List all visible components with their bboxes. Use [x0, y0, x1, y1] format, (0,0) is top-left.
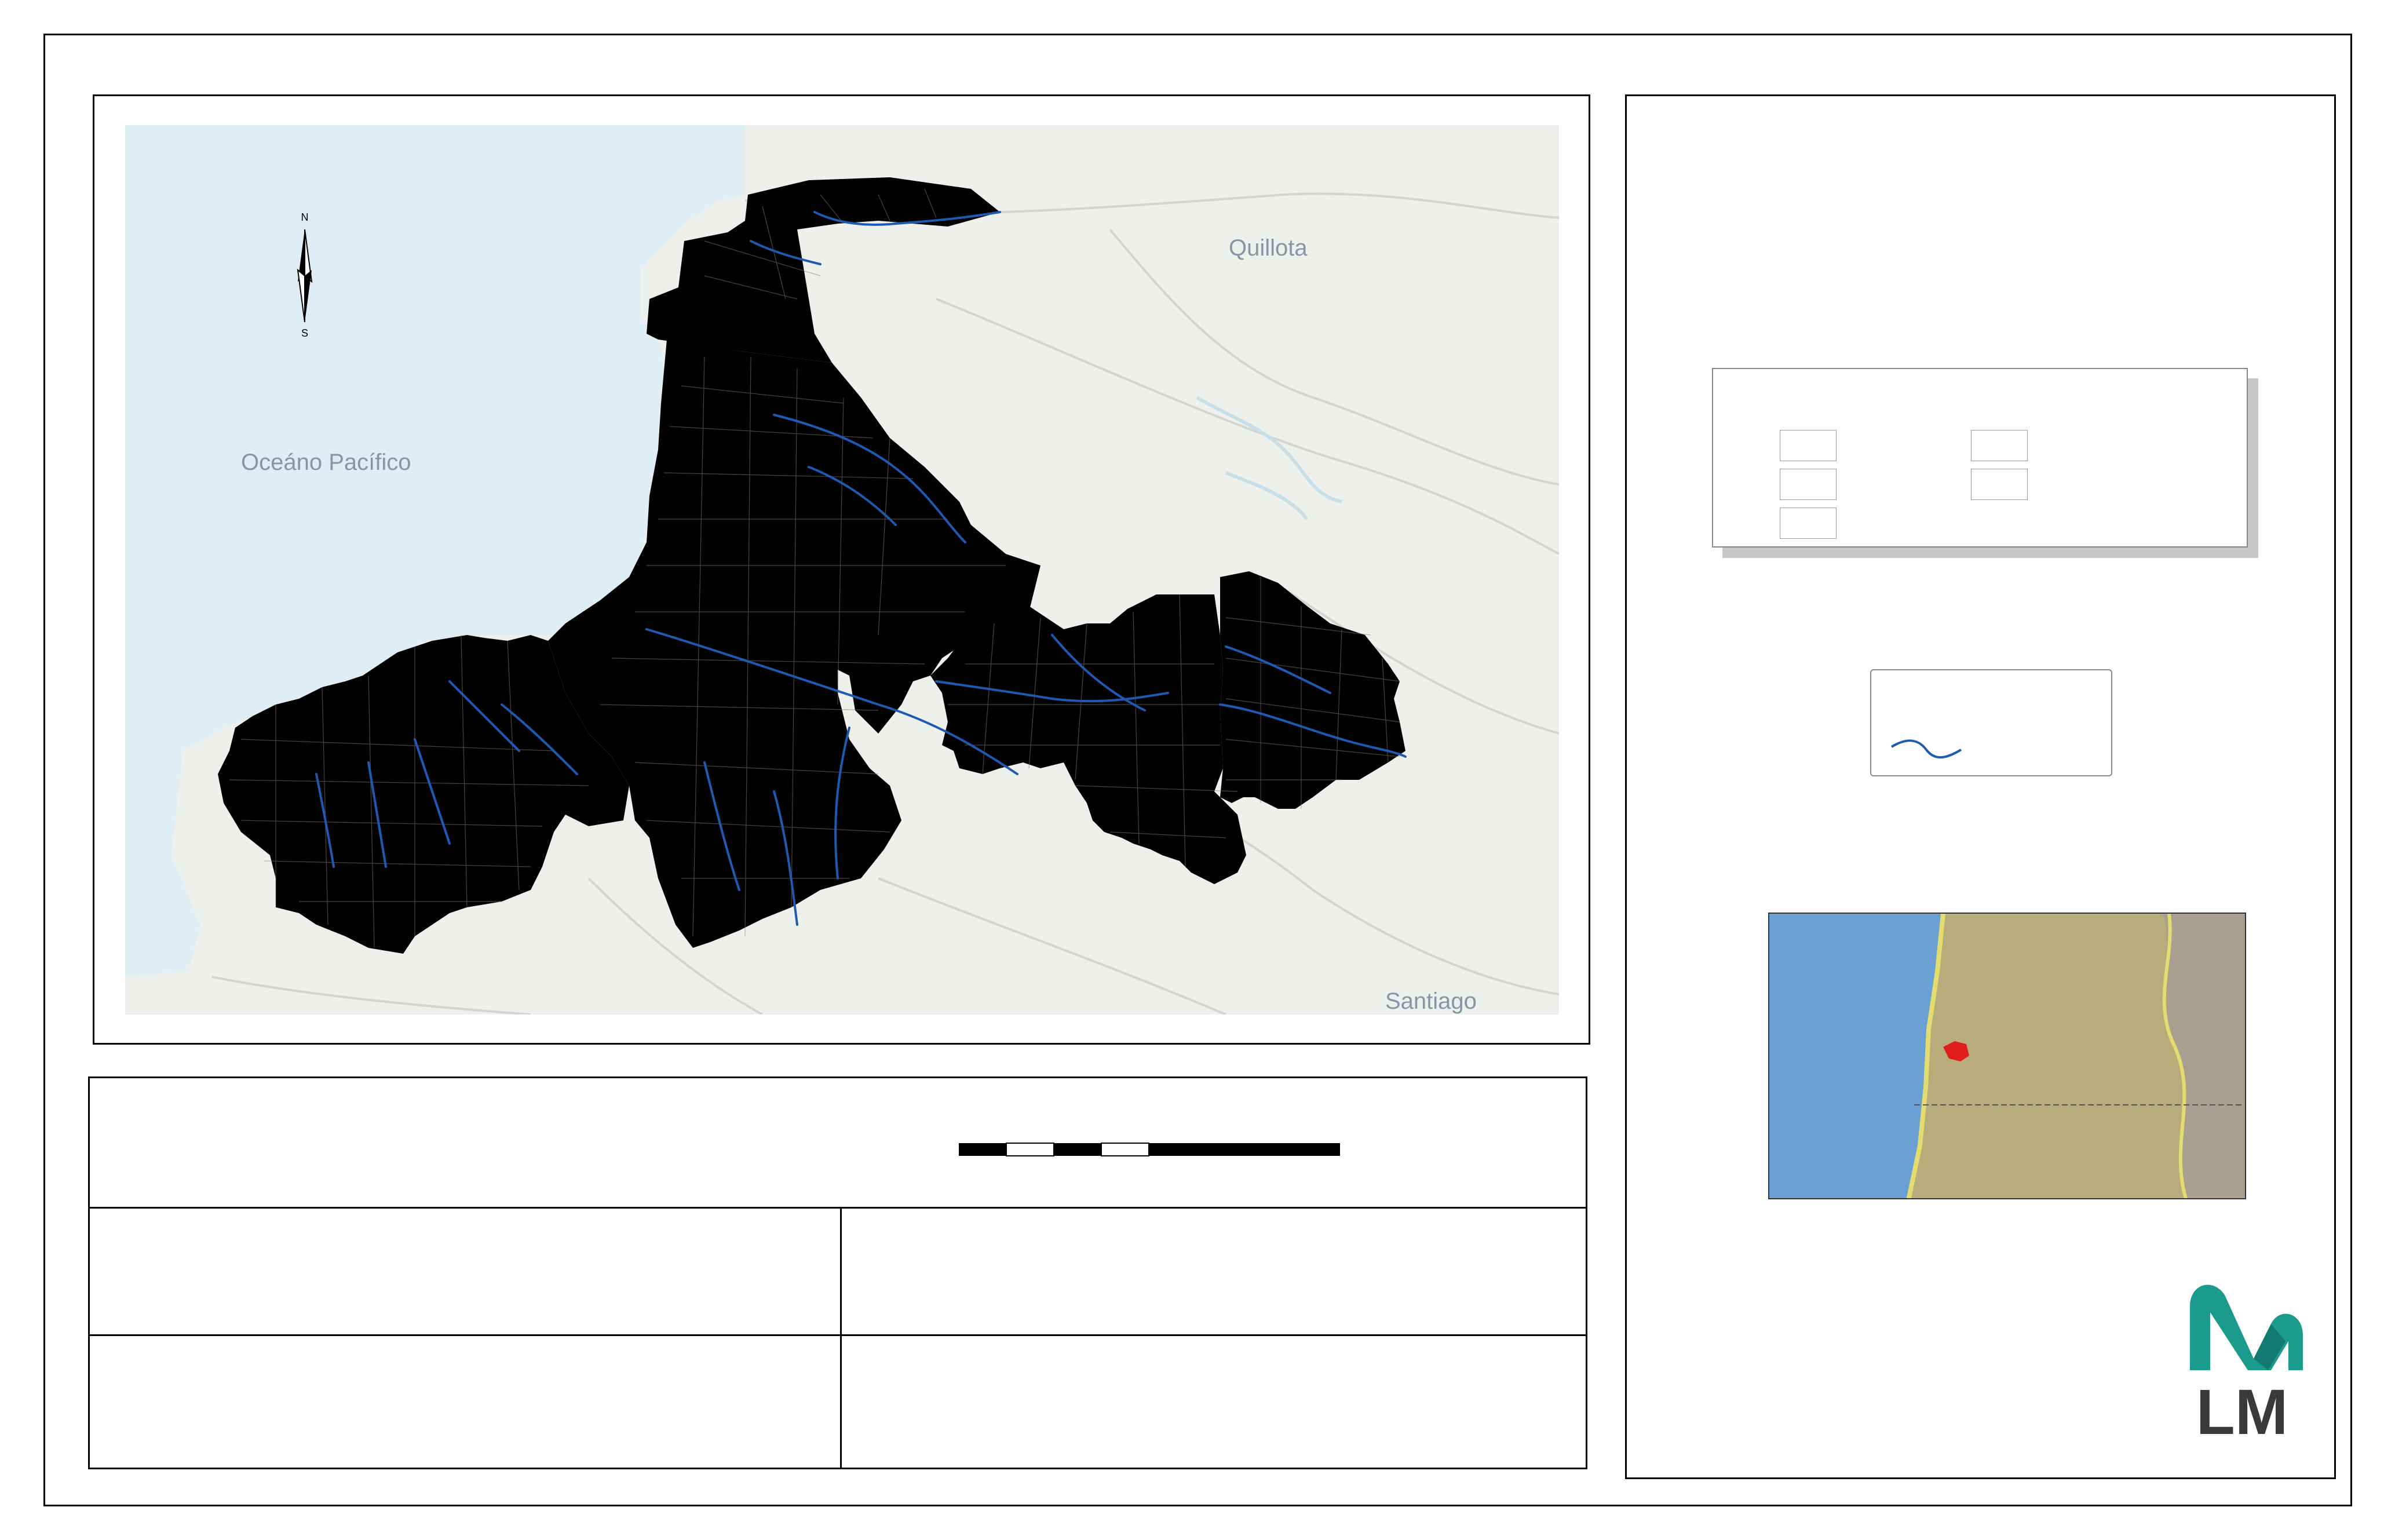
comuna-valparaiso	[218, 635, 629, 954]
inset-map[interactable]	[1768, 913, 2246, 1199]
page-border	[43, 34, 2352, 1506]
inset-svg	[1769, 914, 2245, 1198]
legend-swatch-vina	[1971, 430, 2028, 461]
south-label: S	[301, 327, 308, 339]
rivers	[315, 211, 1407, 926]
conventions-box	[1870, 669, 2112, 776]
label-santiago: Santiago	[1385, 988, 1477, 1014]
north-arrow: N S	[297, 211, 313, 339]
map-canvas[interactable]: Oceáno Pacífico Quillota Santiago N S	[125, 125, 1559, 1014]
table-vertical-divider	[840, 1207, 842, 1468]
comuna-quilpue	[930, 594, 1246, 884]
map-svg: Oceáno Pacífico Quillota Santiago N S	[125, 125, 1559, 1014]
legend-swatch-conc	[1780, 430, 1837, 461]
north-label: N	[301, 211, 309, 223]
lm-logo-icon: LM	[2190, 1284, 2303, 1446]
table-divider-1	[90, 1207, 1586, 1209]
legend-swatch-valpo	[1780, 508, 1837, 539]
river-symbol-icon	[1890, 739, 1962, 759]
comuna-concon	[647, 177, 1000, 363]
scale-bar-graphic	[959, 1143, 1340, 1156]
reservoir	[1196, 396, 1342, 520]
label-ocean: Oceáno Pacífico	[241, 450, 411, 475]
legend-swatch-villa	[1971, 469, 2028, 500]
right-panel	[1625, 94, 2336, 1479]
scale-bar	[953, 1113, 1440, 1183]
label-quillota: Quillota	[1229, 235, 1308, 261]
info-table	[88, 1076, 1587, 1469]
ocean	[125, 125, 745, 977]
legend-swatch-quilpue	[1780, 469, 1837, 500]
map-frame: Oceáno Pacífico Quillota Santiago N S	[93, 94, 1590, 1045]
logo-text: LM	[2196, 1377, 2288, 1446]
comuna-villa-alemana	[1220, 571, 1405, 809]
legend	[1712, 368, 2248, 548]
table-divider-2	[90, 1334, 1586, 1336]
